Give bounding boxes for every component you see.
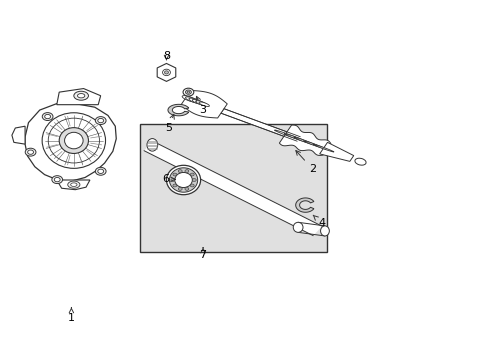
Ellipse shape [190, 184, 194, 187]
Ellipse shape [28, 150, 34, 154]
Ellipse shape [284, 134, 310, 144]
Ellipse shape [52, 176, 62, 184]
Polygon shape [57, 89, 101, 105]
Polygon shape [157, 63, 175, 81]
Polygon shape [221, 109, 300, 141]
Ellipse shape [169, 168, 197, 192]
Text: 3: 3 [196, 96, 206, 115]
Polygon shape [25, 104, 116, 181]
Polygon shape [57, 180, 90, 190]
Ellipse shape [199, 102, 209, 107]
Ellipse shape [71, 183, 77, 186]
Ellipse shape [164, 71, 168, 74]
Text: 5: 5 [164, 114, 174, 133]
Polygon shape [295, 198, 313, 212]
Text: 8: 8 [163, 51, 170, 61]
Ellipse shape [195, 101, 206, 105]
Ellipse shape [192, 99, 204, 105]
Ellipse shape [98, 118, 103, 123]
Text: 1: 1 [68, 307, 75, 323]
Polygon shape [12, 126, 25, 144]
Ellipse shape [44, 114, 50, 119]
Ellipse shape [183, 88, 193, 96]
Ellipse shape [95, 117, 106, 125]
Ellipse shape [173, 184, 177, 187]
Ellipse shape [303, 141, 325, 149]
Ellipse shape [274, 130, 303, 141]
Ellipse shape [174, 172, 192, 188]
Text: 7: 7 [199, 248, 206, 260]
Ellipse shape [185, 97, 199, 103]
Ellipse shape [166, 165, 200, 195]
Ellipse shape [95, 167, 106, 175]
Ellipse shape [184, 170, 188, 172]
Ellipse shape [185, 90, 191, 94]
Ellipse shape [188, 98, 201, 104]
Text: 2: 2 [295, 150, 316, 174]
Polygon shape [181, 90, 227, 118]
Ellipse shape [320, 226, 329, 236]
Polygon shape [144, 141, 322, 236]
Text: 6: 6 [162, 174, 175, 184]
Polygon shape [319, 142, 353, 161]
Ellipse shape [312, 144, 333, 152]
Text: 4: 4 [312, 215, 325, 228]
Polygon shape [279, 125, 330, 156]
Ellipse shape [182, 96, 196, 102]
Ellipse shape [98, 169, 103, 174]
Ellipse shape [187, 91, 189, 93]
Ellipse shape [178, 170, 182, 172]
Ellipse shape [59, 128, 88, 153]
Ellipse shape [178, 188, 182, 190]
Ellipse shape [354, 158, 366, 165]
Ellipse shape [68, 181, 80, 188]
Ellipse shape [54, 177, 60, 182]
Ellipse shape [162, 69, 170, 76]
Ellipse shape [25, 148, 36, 156]
Bar [140, 125, 327, 252]
Ellipse shape [74, 91, 88, 100]
Ellipse shape [173, 173, 177, 176]
Ellipse shape [190, 173, 194, 176]
Ellipse shape [147, 139, 158, 151]
Ellipse shape [170, 179, 174, 181]
Ellipse shape [184, 188, 188, 190]
Ellipse shape [192, 179, 196, 181]
Ellipse shape [77, 94, 84, 98]
Ellipse shape [293, 137, 318, 146]
Ellipse shape [293, 222, 303, 232]
Ellipse shape [42, 113, 53, 121]
Ellipse shape [64, 132, 83, 149]
Polygon shape [167, 104, 188, 116]
